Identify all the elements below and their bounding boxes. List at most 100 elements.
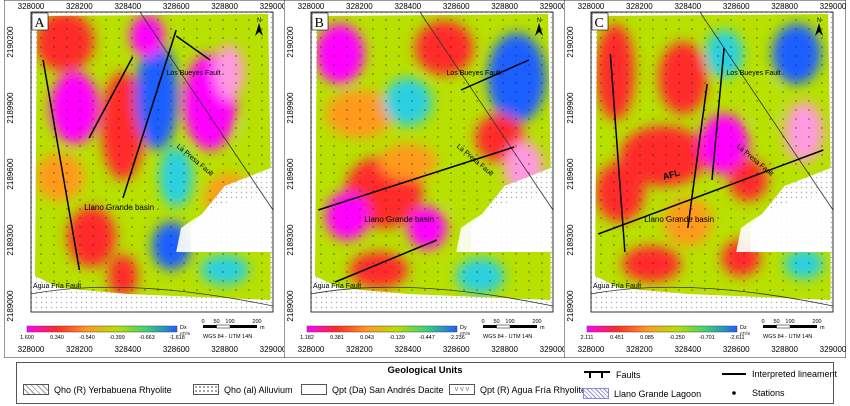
station-dot bbox=[782, 46, 784, 48]
station-dot bbox=[613, 172, 615, 174]
station-dot bbox=[333, 217, 335, 219]
station-dot bbox=[372, 28, 374, 30]
station-dot bbox=[704, 136, 706, 138]
station-dot bbox=[333, 100, 335, 102]
color-scale-tick: 1.600 bbox=[20, 335, 34, 341]
station-dot bbox=[437, 28, 439, 30]
station-dot bbox=[743, 253, 745, 255]
x-tick-label-top: 328000 bbox=[578, 2, 605, 11]
station-dot bbox=[626, 235, 628, 237]
station-dot bbox=[79, 46, 81, 48]
station-dot bbox=[79, 199, 81, 201]
station-dot bbox=[678, 109, 680, 111]
station-dot bbox=[782, 127, 784, 129]
map-frame bbox=[310, 11, 554, 313]
station-dot bbox=[131, 145, 133, 147]
station-dot bbox=[613, 181, 615, 183]
station-dot bbox=[248, 163, 250, 165]
station-dot bbox=[157, 91, 159, 93]
station-dot bbox=[222, 118, 224, 120]
distance-scale-unit: m bbox=[820, 325, 825, 331]
station-dot bbox=[209, 181, 211, 183]
station-dot bbox=[424, 100, 426, 102]
station-dot bbox=[730, 235, 732, 237]
station-dot bbox=[489, 28, 491, 30]
station-dot bbox=[691, 253, 693, 255]
station-dot bbox=[613, 163, 615, 165]
station-dot bbox=[92, 145, 94, 147]
x-tick-label-bottom: 328400 bbox=[674, 345, 701, 354]
station-dot bbox=[261, 82, 263, 84]
station-dot bbox=[541, 253, 543, 255]
anomaly-blob bbox=[383, 78, 432, 126]
station-dot bbox=[795, 28, 797, 30]
station-dot bbox=[613, 190, 615, 192]
station-dot bbox=[769, 100, 771, 102]
anomaly-blob bbox=[772, 24, 821, 84]
x-tick-label-top: 328400 bbox=[394, 2, 421, 11]
station-dot bbox=[92, 163, 94, 165]
color-scale-tick: 0.085 bbox=[640, 335, 654, 341]
station-dot bbox=[105, 127, 107, 129]
station-dot bbox=[359, 37, 361, 39]
station-dot bbox=[53, 109, 55, 111]
station-dot bbox=[222, 172, 224, 174]
station-dot bbox=[411, 55, 413, 57]
station-dot bbox=[515, 55, 517, 57]
station-dot bbox=[717, 145, 719, 147]
station-dot bbox=[437, 181, 439, 183]
station-dot bbox=[385, 100, 387, 102]
station-dot bbox=[515, 118, 517, 120]
station-dot bbox=[196, 262, 198, 264]
legend-item-lagoon: Llano Grande Lagoon bbox=[583, 388, 701, 399]
station-dot bbox=[333, 136, 335, 138]
station-dot bbox=[613, 244, 615, 246]
station-dot bbox=[79, 19, 81, 21]
station-dot bbox=[346, 271, 348, 273]
station-dot bbox=[639, 127, 641, 129]
station-dot bbox=[424, 280, 426, 282]
station-dot bbox=[398, 64, 400, 66]
distance-scale-tick: 0 bbox=[201, 319, 204, 325]
station-dot bbox=[385, 154, 387, 156]
station-dot bbox=[209, 163, 211, 165]
station-dot bbox=[235, 271, 237, 273]
station-dot bbox=[730, 82, 732, 84]
color-scale-unit: Dx bbox=[180, 325, 187, 331]
station-dot bbox=[678, 235, 680, 237]
station-dot bbox=[756, 82, 758, 84]
station-dot bbox=[261, 55, 263, 57]
station-dot bbox=[261, 37, 263, 39]
station-dot bbox=[183, 289, 185, 291]
station-dot bbox=[248, 28, 250, 30]
station-dot bbox=[411, 226, 413, 228]
panel-letter: C bbox=[595, 16, 604, 31]
station-dot bbox=[131, 181, 133, 183]
station-dot bbox=[66, 262, 68, 264]
distance-scale-segment bbox=[216, 324, 231, 329]
station-dot bbox=[782, 172, 784, 174]
station-dot bbox=[372, 64, 374, 66]
station-dot bbox=[157, 28, 159, 30]
station-dot bbox=[372, 154, 374, 156]
dacite-label: Qpt (Da) San Andrés Dacite bbox=[332, 384, 444, 395]
station-dot bbox=[320, 136, 322, 138]
station-dot bbox=[528, 289, 530, 291]
station-dot bbox=[743, 109, 745, 111]
legend-item-agua-fria: v v v Qpt (R) Agua Fría Rhyolite bbox=[449, 384, 586, 395]
station-dot bbox=[730, 271, 732, 273]
station-dot bbox=[40, 154, 42, 156]
station-dot bbox=[118, 91, 120, 93]
station-dot bbox=[424, 262, 426, 264]
station-dot bbox=[502, 163, 504, 165]
station-dot bbox=[782, 64, 784, 66]
station-dot bbox=[170, 145, 172, 147]
station-dot bbox=[222, 253, 224, 255]
station-dot bbox=[411, 163, 413, 165]
anomaly-blob bbox=[407, 207, 447, 249]
station-dot bbox=[79, 280, 81, 282]
station-dot bbox=[502, 19, 504, 21]
station-dot bbox=[541, 118, 543, 120]
distance-scale-tick: 100 bbox=[505, 319, 514, 325]
la-presa-fault-line bbox=[419, 11, 554, 211]
